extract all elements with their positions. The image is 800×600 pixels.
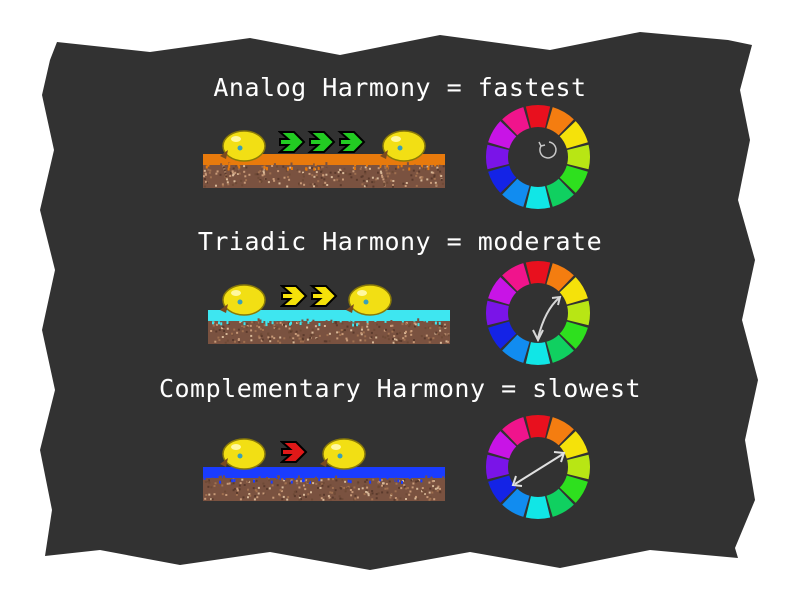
wheel-segment <box>525 496 551 520</box>
wheel-segment <box>502 263 530 292</box>
wheel-segment <box>546 488 574 517</box>
wheel-segment <box>485 144 509 170</box>
wheel-segment <box>567 454 591 480</box>
wheel-segment <box>488 475 517 503</box>
slime-right-icon <box>380 130 426 162</box>
wheel-segment <box>485 454 509 480</box>
speed-arrows-triadic <box>280 285 338 307</box>
slime-left-icon <box>220 438 266 470</box>
wheel-segment <box>502 488 530 517</box>
analog-color-wheel <box>485 104 591 210</box>
triadic-marker-icon <box>537 297 560 339</box>
wheel-segment <box>559 431 588 459</box>
wheel-segment <box>485 300 509 326</box>
speed-arrow-icon <box>278 131 306 153</box>
complementary-color-wheel <box>485 414 591 520</box>
complementary-ground-strip <box>203 467 445 501</box>
slime-left-icon <box>220 284 266 316</box>
wheel-segment <box>546 334 574 363</box>
complementary-marker-icon <box>514 453 564 485</box>
speed-arrows-analog <box>278 131 366 153</box>
wheel-segment <box>559 475 588 503</box>
wheel-segment <box>502 107 530 136</box>
wheel-segment <box>559 321 588 349</box>
wheel-segment <box>502 334 530 363</box>
slime-right-icon <box>320 438 366 470</box>
speed-arrow-icon <box>307 131 336 153</box>
analog-ground-strip <box>203 154 445 188</box>
wheel-segment <box>488 321 517 349</box>
triadic-harmony-title: Triadic Harmony = moderate <box>197 227 603 256</box>
wheel-segment <box>488 121 517 149</box>
speed-arrows-complementary <box>280 441 308 463</box>
wheel-segment <box>525 414 551 438</box>
wheel-segment <box>502 178 530 207</box>
speed-arrow-icon <box>309 285 338 307</box>
wheel-segment <box>525 186 551 210</box>
wheel-segment <box>488 165 517 193</box>
analog-harmony-title: Analog Harmony = fastest <box>213 73 587 102</box>
wheel-segment <box>488 431 517 459</box>
wheel-segment <box>567 300 591 326</box>
speed-arrow-icon <box>280 441 308 463</box>
slime-right-icon <box>346 284 392 316</box>
wheel-segment <box>546 178 574 207</box>
wheel-segment <box>502 417 530 446</box>
wheel-segment <box>525 260 551 284</box>
triadic-ground-strip <box>208 310 450 344</box>
complementary-harmony-title: Complementary Harmony = slowest <box>158 374 642 403</box>
wheel-segment <box>559 165 588 193</box>
analog-marker-icon <box>539 141 557 159</box>
triadic-color-wheel <box>485 260 591 366</box>
wheel-segment <box>546 417 574 446</box>
wheel-segment <box>546 107 574 136</box>
wheel-segment <box>567 144 591 170</box>
wheel-segment <box>559 121 588 149</box>
wheel-segment <box>525 104 551 128</box>
wheel-segment <box>525 342 551 366</box>
wheel-segment <box>488 277 517 305</box>
speed-arrow-icon <box>337 131 366 153</box>
speed-arrow-icon <box>280 285 308 307</box>
wheel-segment <box>546 263 574 292</box>
wheel-segment <box>559 277 588 305</box>
slime-left-icon <box>220 130 266 162</box>
